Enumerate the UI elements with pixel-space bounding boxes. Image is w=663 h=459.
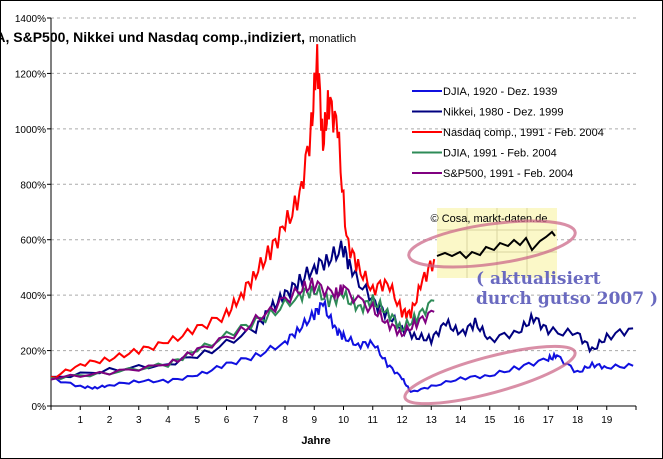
legend-label: DJIA, 1991 - Feb. 2004 xyxy=(443,148,557,160)
x-tick-label: 1 xyxy=(77,415,83,426)
x-tick-label: 15 xyxy=(484,415,496,426)
inset-line xyxy=(436,230,556,260)
y-tick-label: 1200% xyxy=(15,69,46,80)
y-tick-label: 400% xyxy=(20,291,46,302)
x-tick-label: 2 xyxy=(107,415,113,426)
x-tick-label: 7 xyxy=(253,415,259,426)
x-tick-label: 16 xyxy=(513,415,525,426)
y-tick-label: 600% xyxy=(20,236,46,247)
x-tick-label: 17 xyxy=(543,415,555,426)
series-line-2 xyxy=(50,44,436,379)
legend-label: Nasdaq comp., 1991 - Feb. 2004 xyxy=(443,127,604,139)
legend-label: DJIA, 1920 - Dez. 1939 xyxy=(443,86,557,98)
y-tick-label: 800% xyxy=(20,180,46,191)
x-tick-label: 9 xyxy=(311,415,317,426)
x-tick-label: 4 xyxy=(165,415,171,426)
x-tick-label: 12 xyxy=(396,415,408,426)
highlight-ellipse-bottom xyxy=(403,344,577,406)
chart-title: DJIA, S&P500, Nikkei und Nasdaq comp.,in… xyxy=(0,29,305,45)
x-tick-label: 3 xyxy=(136,415,142,426)
series-line-0 xyxy=(51,298,634,393)
legend-label: Nikkei, 1980 - Dez. 1999 xyxy=(443,107,563,119)
x-tick-label: 8 xyxy=(282,415,288,426)
y-tick-label: 0% xyxy=(32,402,47,413)
series-line-3 xyxy=(50,282,435,381)
x-axis-label: Jahre xyxy=(301,435,330,447)
annotation-line2: durch gutso 2007 ) xyxy=(476,289,658,309)
legend: DJIA, 1920 - Dez. 1939 Nikkei, 1980 - Dez… xyxy=(412,86,604,180)
x-tick-label: 10 xyxy=(338,415,350,426)
series-line-4 xyxy=(50,277,435,381)
annotation-line1: ( aktualisiert xyxy=(476,269,601,289)
highlight-ellipse-top xyxy=(407,219,577,269)
x-tick-label: 6 xyxy=(224,415,230,426)
legend-label: S&P500, 1991 - Feb. 2004 xyxy=(443,168,573,180)
x-tick-label: 11 xyxy=(368,415,379,426)
chart-subtitle: monatlich xyxy=(309,33,356,45)
x-tick-label: 18 xyxy=(572,415,584,426)
x-tick-label: 19 xyxy=(601,415,613,426)
y-tick-label: 1400% xyxy=(15,14,46,25)
x-tick-label: 13 xyxy=(426,415,438,426)
y-tick-label: 200% xyxy=(20,347,46,358)
y-tick-label: 1000% xyxy=(15,125,46,136)
x-tick-label: 5 xyxy=(194,415,200,426)
x-tick-label: 14 xyxy=(455,415,467,426)
